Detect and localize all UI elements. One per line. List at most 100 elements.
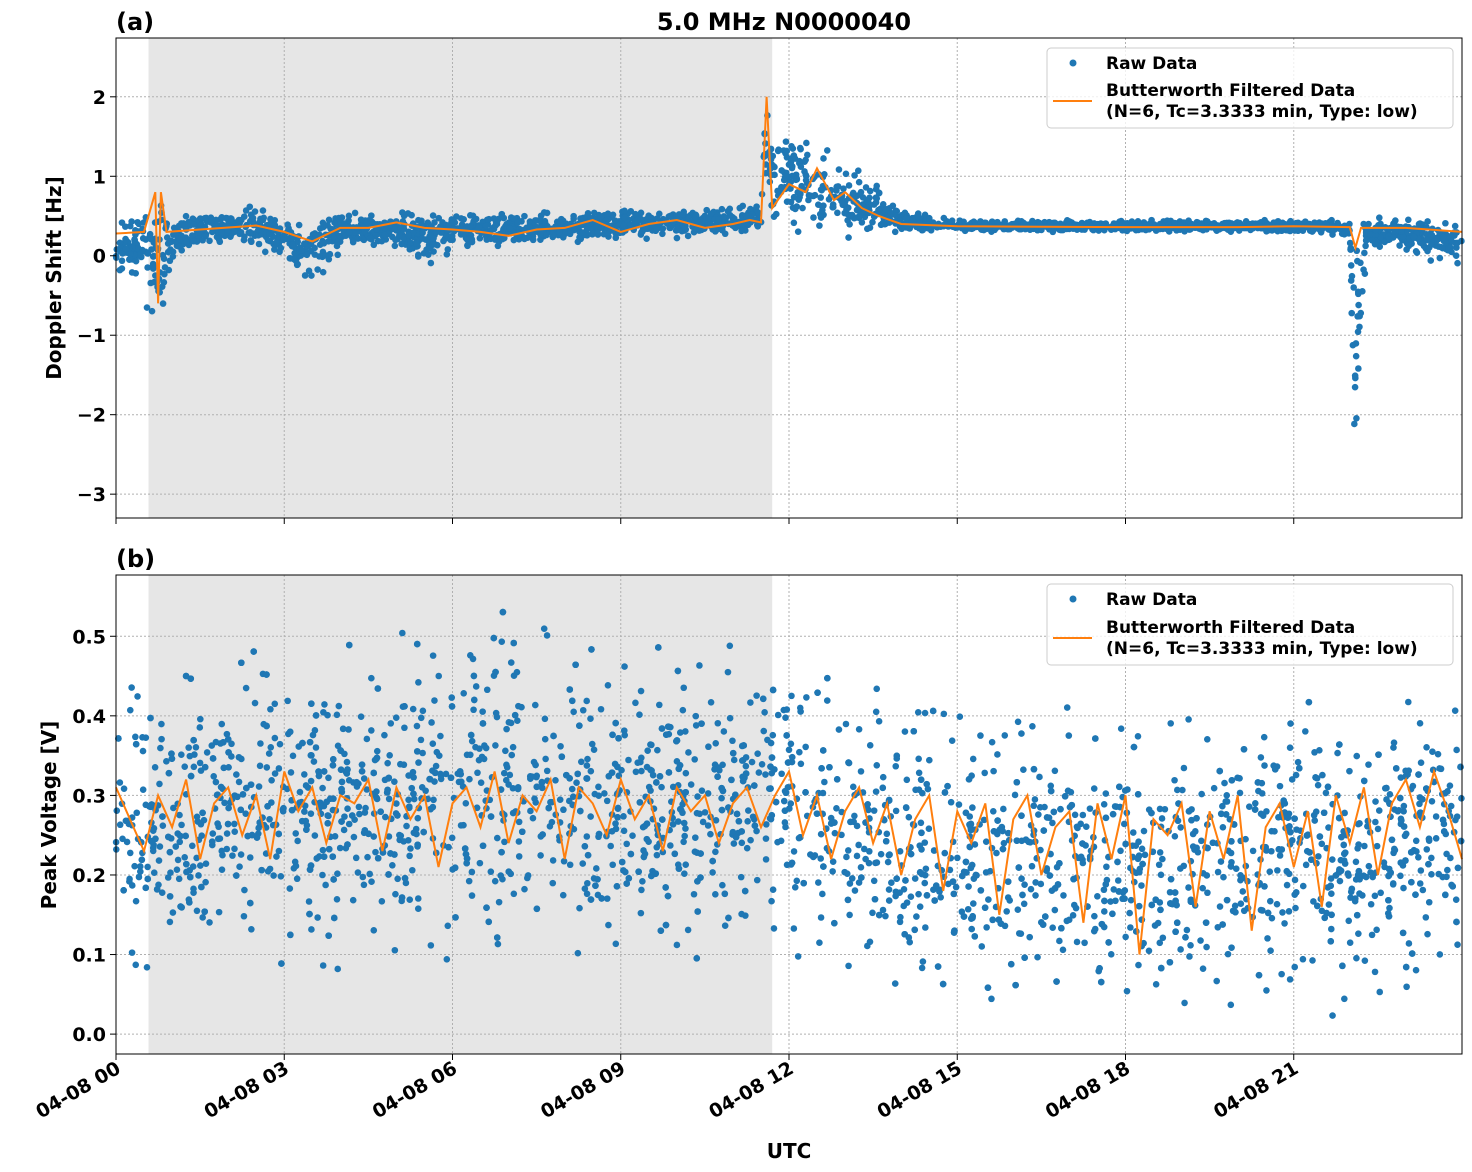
raw-point [360, 881, 368, 889]
raw-point [510, 890, 518, 898]
raw-point [286, 885, 294, 892]
raw-point [1287, 720, 1294, 727]
raw-point [817, 194, 824, 201]
raw-point [798, 182, 805, 190]
raw-point [1453, 746, 1460, 754]
y-tick-label: 0 [93, 246, 106, 268]
raw-point [498, 212, 506, 219]
raw-point [1063, 917, 1071, 925]
raw-point [223, 830, 231, 837]
raw-point [429, 740, 437, 748]
raw-point [414, 814, 422, 822]
raw-point [208, 742, 216, 749]
raw-point [118, 219, 126, 226]
raw-point [922, 924, 929, 931]
raw-point [307, 810, 315, 817]
raw-point [1227, 849, 1235, 857]
raw-point [1419, 240, 1427, 248]
raw-point [1412, 966, 1420, 974]
raw-point [1204, 889, 1211, 897]
raw-point [384, 759, 391, 767]
raw-point [607, 842, 615, 850]
raw-point [1306, 849, 1313, 856]
raw-point [440, 237, 447, 245]
raw-point [559, 234, 567, 241]
raw-point [239, 791, 247, 798]
raw-point [1203, 735, 1211, 743]
raw-point [1283, 881, 1291, 889]
raw-point [319, 962, 327, 969]
raw-point [788, 692, 795, 700]
raw-point [770, 213, 778, 220]
raw-point [287, 769, 295, 776]
raw-point [762, 771, 769, 778]
raw-point [368, 674, 375, 682]
raw-point [373, 747, 381, 755]
raw-point [506, 225, 514, 232]
raw-point [139, 747, 147, 755]
raw-point [679, 210, 687, 218]
raw-point [1390, 744, 1397, 751]
raw-point [1185, 808, 1193, 815]
raw-point [875, 718, 883, 725]
raw-point [835, 166, 843, 173]
raw-point [667, 212, 674, 220]
raw-point [344, 805, 351, 813]
raw-point [345, 212, 353, 220]
raw-point [330, 876, 337, 883]
raw-point [1209, 839, 1217, 847]
raw-point [729, 749, 737, 757]
raw-point [643, 235, 650, 243]
raw-point [1239, 888, 1247, 895]
raw-point [231, 228, 238, 236]
raw-point [1291, 876, 1299, 884]
raw-point [760, 727, 768, 735]
raw-point [1440, 828, 1448, 835]
raw-point [212, 778, 220, 786]
raw-point [1090, 785, 1098, 792]
raw-point [769, 686, 777, 694]
raw-point [981, 769, 989, 777]
raw-point [892, 807, 900, 815]
raw-point [1021, 954, 1028, 962]
raw-point [1302, 728, 1309, 735]
raw-point [1373, 842, 1381, 850]
raw-point [126, 849, 134, 857]
raw-point [407, 845, 414, 852]
raw-point [521, 212, 528, 220]
raw-point [1425, 898, 1433, 906]
raw-point [1014, 718, 1022, 726]
raw-point [505, 719, 513, 726]
raw-point [192, 743, 200, 751]
raw-point [265, 750, 273, 757]
raw-point [590, 746, 598, 754]
raw-point [409, 705, 417, 713]
raw-point [499, 875, 506, 883]
raw-point [299, 739, 306, 747]
raw-point [206, 237, 213, 245]
raw-point [815, 201, 822, 209]
raw-point [1257, 906, 1265, 914]
raw-point [785, 161, 793, 168]
raw-point [877, 850, 885, 858]
raw-point [1453, 813, 1461, 820]
raw-point [1266, 868, 1274, 875]
raw-point [1412, 837, 1420, 845]
raw-point [936, 888, 943, 895]
raw-point [568, 785, 576, 793]
raw-point [1115, 783, 1123, 791]
raw-point [363, 219, 371, 226]
raw-point [1222, 798, 1230, 805]
raw-point [783, 732, 790, 739]
raw-point [919, 226, 927, 234]
raw-point [1223, 792, 1231, 799]
raw-point [1316, 747, 1323, 754]
raw-point [744, 818, 751, 825]
raw-point [394, 875, 401, 883]
raw-point [1020, 900, 1028, 908]
raw-point [392, 890, 399, 898]
raw-point [647, 787, 654, 794]
raw-point [301, 771, 308, 778]
raw-point [1258, 790, 1266, 797]
raw-point [1223, 896, 1231, 904]
